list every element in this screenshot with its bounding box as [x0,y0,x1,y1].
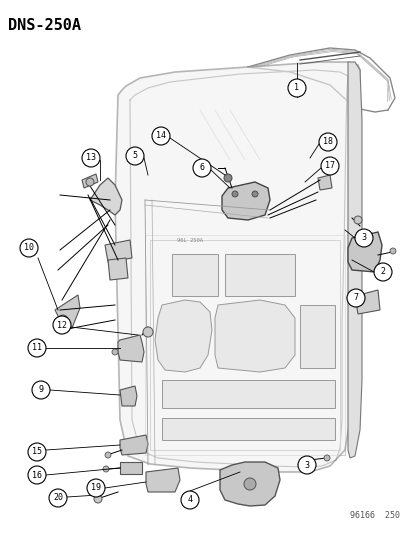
Polygon shape [108,258,128,280]
Circle shape [152,127,170,145]
Polygon shape [120,435,147,455]
Text: 7: 7 [353,294,358,303]
Text: 96L 250A: 96L 250A [177,238,202,243]
Text: 3: 3 [361,233,366,243]
Text: 12: 12 [57,320,67,329]
Circle shape [252,191,257,197]
Polygon shape [161,380,334,408]
Text: 14: 14 [156,132,166,141]
Polygon shape [347,62,361,458]
Text: 17: 17 [324,161,334,171]
Text: 19: 19 [91,483,101,492]
Polygon shape [115,62,359,472]
Polygon shape [224,254,294,296]
Circle shape [49,489,67,507]
Circle shape [243,478,255,490]
Circle shape [320,157,338,175]
Circle shape [82,149,100,167]
Bar [120,462,142,474]
Polygon shape [90,178,122,215]
Text: 5: 5 [132,151,137,160]
Text: 6: 6 [199,164,204,173]
Polygon shape [146,468,180,492]
Text: 18: 18 [322,138,332,147]
Circle shape [20,239,38,257]
Circle shape [105,452,111,458]
Polygon shape [154,300,211,372]
Circle shape [287,79,305,97]
Polygon shape [347,232,381,272]
Text: 11: 11 [32,343,42,352]
Polygon shape [219,462,279,506]
Text: 1: 1 [294,84,299,93]
Text: 4: 4 [187,496,192,505]
Circle shape [389,248,395,254]
Polygon shape [299,305,334,368]
Polygon shape [161,418,334,440]
Polygon shape [105,240,132,262]
Circle shape [354,229,372,247]
Polygon shape [221,182,269,220]
Circle shape [94,495,102,503]
Circle shape [318,133,336,151]
Circle shape [87,479,105,497]
Polygon shape [317,175,331,190]
Circle shape [373,263,391,281]
Text: 2: 2 [380,268,385,277]
Polygon shape [118,335,144,362]
Circle shape [28,339,46,357]
Polygon shape [354,290,379,314]
Text: 16: 16 [32,471,42,480]
Circle shape [192,159,211,177]
Text: DNS-250A: DNS-250A [8,18,81,33]
Text: 20: 20 [53,494,63,503]
Text: 15: 15 [32,448,42,456]
Circle shape [53,316,71,334]
Circle shape [346,289,364,307]
Circle shape [58,315,68,325]
Text: 96166  250: 96166 250 [349,511,399,520]
Circle shape [112,349,118,355]
Circle shape [126,147,144,165]
Polygon shape [55,295,80,330]
Polygon shape [171,254,218,296]
Polygon shape [120,386,137,406]
Circle shape [32,381,50,399]
Circle shape [323,455,329,461]
Circle shape [231,191,237,197]
Polygon shape [82,174,98,188]
Circle shape [86,178,94,186]
Text: 10: 10 [24,244,34,253]
Text: 3: 3 [304,461,309,470]
Text: 9: 9 [38,385,43,394]
Circle shape [28,443,46,461]
Circle shape [297,456,315,474]
Circle shape [223,174,231,182]
Circle shape [28,466,46,484]
Circle shape [180,491,199,509]
Circle shape [142,327,153,337]
Text: 13: 13 [86,154,96,163]
Circle shape [353,216,361,224]
Circle shape [103,466,109,472]
Polygon shape [214,300,294,372]
